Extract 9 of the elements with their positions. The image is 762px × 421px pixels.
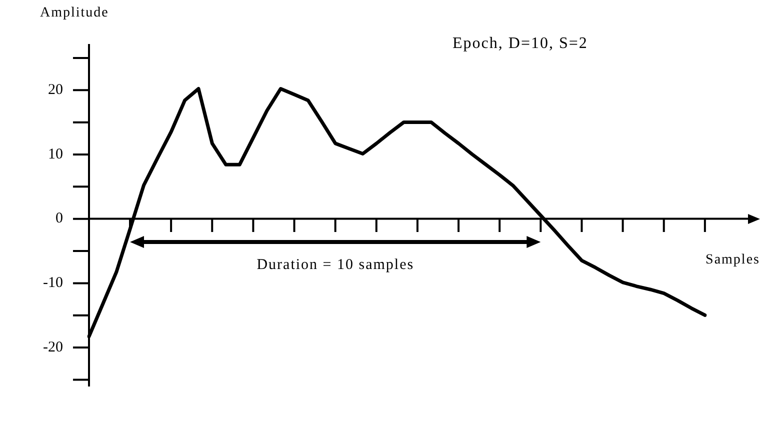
- x-axis-title: Samples: [706, 252, 760, 268]
- y-tick-label: -10: [43, 274, 63, 291]
- y-tick-label: 20: [48, 82, 63, 98]
- chart-title: Epoch, D=10, S=2: [452, 35, 588, 52]
- y-tick-label: 10: [48, 146, 63, 162]
- y-axis-title: Amplitude: [40, 6, 109, 21]
- annotation: Duration = 10 samples: [256, 257, 414, 274]
- y-tick-label: 0: [56, 210, 63, 227]
- y-tick-label: -20: [43, 339, 63, 356]
